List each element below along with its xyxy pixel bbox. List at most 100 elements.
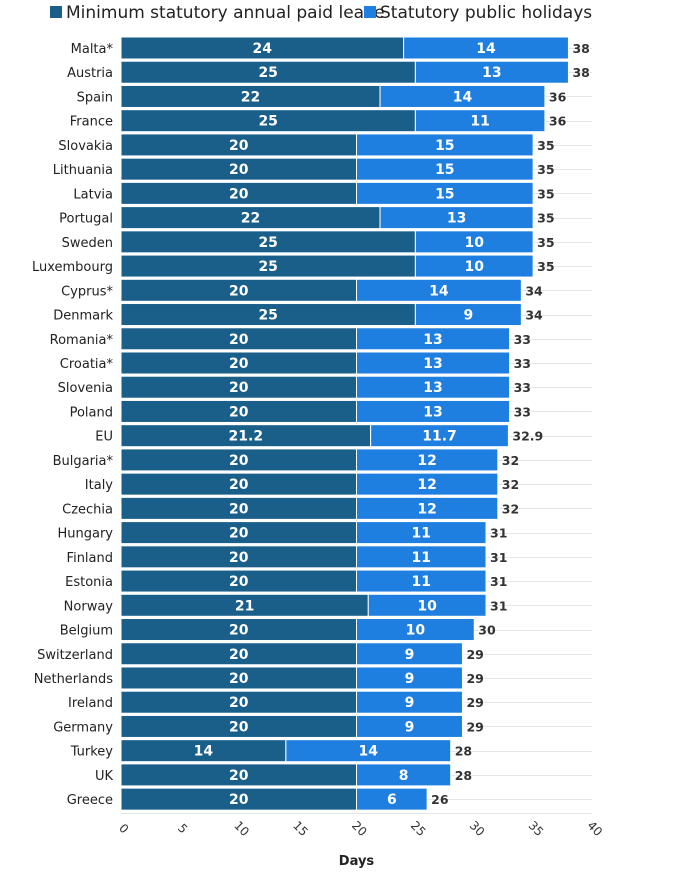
x-tick-label: 30 xyxy=(467,818,488,839)
bar-segment-2 xyxy=(356,545,487,569)
bar-value-label: 14 xyxy=(429,283,449,299)
category-label: Malta* xyxy=(71,42,114,57)
bar-total-label: 33 xyxy=(514,404,531,419)
bar-total-label: 30 xyxy=(478,623,496,638)
bar-segment-2 xyxy=(356,448,499,472)
bar-value-label: 20 xyxy=(229,283,249,299)
bar-total-label: 28 xyxy=(455,744,472,759)
bar-segment-2 xyxy=(414,60,569,84)
bar-total-label: 32 xyxy=(502,477,519,492)
bar-total-label: 36 xyxy=(549,89,567,104)
category-label: Luxembourg xyxy=(32,260,113,275)
bar-value-label: 22 xyxy=(241,89,260,105)
bar-segment-2 xyxy=(414,230,534,254)
bar-segment-2 xyxy=(356,327,511,351)
bar-total-label: 31 xyxy=(490,574,507,589)
bar-total-label: 26 xyxy=(431,792,449,807)
bar-value-label: 21.2 xyxy=(229,429,264,445)
x-tick-label: 15 xyxy=(290,818,311,839)
category-label: Sweden xyxy=(62,236,113,251)
bar-segment-2 xyxy=(356,157,534,181)
bar-value-label: 25 xyxy=(258,235,277,251)
category-label: Norway xyxy=(64,599,114,614)
bar-value-label: 20 xyxy=(229,404,249,420)
x-axis-ticks: 0 5 10 15 20 25 30 35 40 xyxy=(116,818,605,839)
category-label: Greece xyxy=(67,793,113,808)
bar-segment-2 xyxy=(356,642,463,666)
bar-value-label: 8 xyxy=(399,768,409,784)
bar-value-label: 25 xyxy=(258,259,277,275)
bar-segment-2 xyxy=(370,424,509,448)
bar-value-label: 22 xyxy=(241,211,260,227)
bar-value-label: 13 xyxy=(447,211,466,227)
category-label: Turkey xyxy=(70,745,114,760)
x-tick-label: 5 xyxy=(175,821,190,836)
category-label: Estonia xyxy=(65,575,113,590)
bar-total-label: 33 xyxy=(514,332,531,347)
bar-value-label: 9 xyxy=(405,719,415,735)
x-tick-label: 20 xyxy=(349,818,370,839)
bar-total-label: 31 xyxy=(490,526,507,541)
bar-value-label: 20 xyxy=(229,453,249,469)
bar-value-label: 20 xyxy=(229,768,249,784)
bar-value-label: 9 xyxy=(405,671,415,687)
bar-total-label: 33 xyxy=(514,380,531,395)
bar-value-label: 20 xyxy=(229,671,249,687)
x-axis-title: Days xyxy=(339,854,375,869)
bar-total-label: 31 xyxy=(490,598,507,613)
bar-segment-2 xyxy=(414,254,534,278)
bar-value-label: 20 xyxy=(229,356,249,372)
category-label: Italy xyxy=(85,478,114,493)
legend-swatch-1 xyxy=(50,6,62,18)
bar-value-label: 24 xyxy=(253,41,273,57)
x-tick-label: 40 xyxy=(584,818,605,839)
bar-value-label: 13 xyxy=(482,65,501,81)
bar-value-label: 14 xyxy=(476,41,496,57)
bar-value-label: 20 xyxy=(229,792,249,808)
bar-value-label: 12 xyxy=(417,477,436,493)
bar-value-label: 9 xyxy=(463,308,473,324)
bar-total-label: 38 xyxy=(572,65,589,80)
bar-total-label: 35 xyxy=(537,186,554,201)
bar-segment-2 xyxy=(356,666,463,690)
bar-segment-2 xyxy=(403,36,569,60)
bar-value-label: 14 xyxy=(453,89,473,105)
bar-value-label: 20 xyxy=(229,138,249,154)
category-label: France xyxy=(70,115,113,130)
category-label: Czechia xyxy=(62,502,113,517)
bar-total-label: 31 xyxy=(490,550,507,565)
bar-value-label: 15 xyxy=(435,186,454,202)
bar-value-label: 20 xyxy=(229,574,249,590)
bar-segment-2 xyxy=(285,739,452,763)
bar-value-label: 10 xyxy=(417,598,437,614)
legend-label-2: Statutory public holidays xyxy=(380,3,592,23)
bar-value-label: 10 xyxy=(465,259,485,275)
category-label: Belgium xyxy=(60,624,113,639)
bar-segment-2 xyxy=(356,278,522,302)
category-label: EU xyxy=(95,430,113,445)
category-label: Bulgaria* xyxy=(53,454,114,469)
bar-value-label: 9 xyxy=(405,695,415,711)
bar-value-label: 10 xyxy=(406,623,426,639)
category-label: Romania* xyxy=(50,333,114,348)
bar-value-label: 25 xyxy=(258,114,277,130)
bar-value-label: 11 xyxy=(412,526,431,542)
bar-segment-2 xyxy=(414,109,546,133)
bar-value-label: 20 xyxy=(229,647,249,663)
legend-swatch-2 xyxy=(364,6,376,18)
bars: 24 14 38 25 13 38 22 14 36 25 11 36 20 15 35 20 15 35 20 15… xyxy=(120,36,590,811)
bar-total-label: 32.9 xyxy=(512,429,543,444)
x-tick-label: 0 xyxy=(116,821,131,836)
bar-segment-2 xyxy=(356,787,428,811)
bar-value-label: 20 xyxy=(229,186,249,202)
category-label: Austria xyxy=(67,66,113,81)
bar-value-label: 20 xyxy=(229,550,249,566)
bar-segment-2 xyxy=(356,690,463,714)
bar-segment-2 xyxy=(379,84,546,108)
bar-segment-2 xyxy=(356,472,499,496)
bar-total-label: 32 xyxy=(502,501,519,516)
bar-value-label: 12 xyxy=(417,501,436,517)
bar-total-label: 29 xyxy=(466,647,483,662)
bar-segment-2 xyxy=(356,569,487,593)
